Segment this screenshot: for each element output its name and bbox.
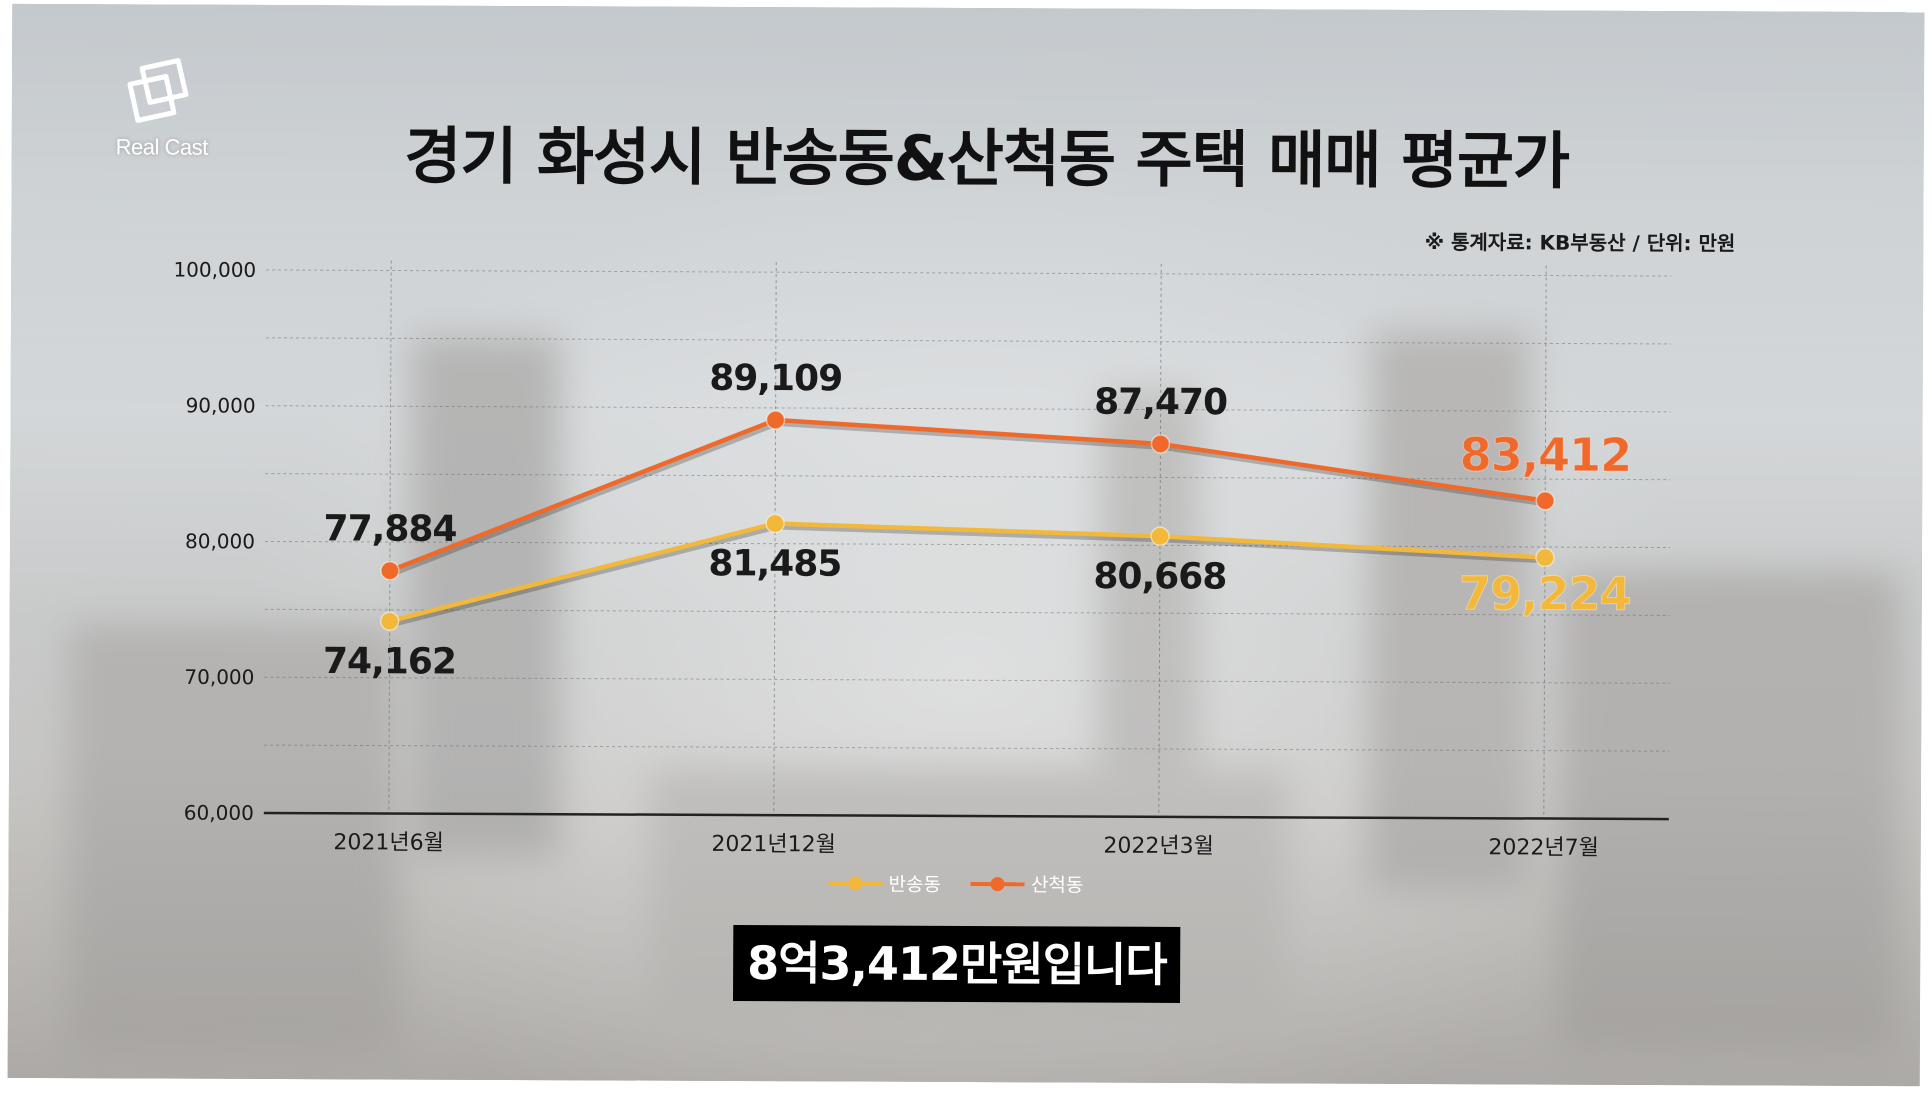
gridline-horizontal [265, 405, 1671, 413]
realcast-logo-icon [127, 58, 189, 123]
data-label: 80,668 [1093, 556, 1226, 598]
gridline-horizontal [264, 744, 1670, 752]
subtitle-caption: 8억3,412만원입니다 [733, 924, 1181, 1003]
legend-label-sancheok: 산척동 [1030, 874, 1084, 897]
y-tick-label: 60,000 [184, 801, 254, 825]
chart-series [379, 410, 1555, 631]
series-line-shadow [390, 523, 1548, 628]
chart-legend: 반송동 산척동 [828, 869, 1083, 897]
data-point [765, 513, 785, 534]
gridline-horizontal [265, 337, 1671, 345]
data-point [1535, 547, 1555, 568]
x-tick-label: 2022년7월 [1488, 835, 1599, 860]
data-point [1150, 526, 1170, 547]
line-chart: 60,000 70,000 80,000 90,000 100,000 2021년6월 20… [173, 258, 1672, 861]
gridline-horizontal [264, 676, 1670, 684]
gridline-vertical [388, 260, 392, 814]
data-label: 81,485 [708, 543, 841, 585]
x-tick-label: 2021년6월 [333, 830, 444, 855]
x-tick-label: 2021년12월 [711, 832, 836, 858]
data-label: 79,224 [1459, 566, 1631, 621]
chart-axes: 60,000 70,000 80,000 90,000 100,000 2021년6월 20… [173, 258, 1669, 861]
y-tick-label: 70,000 [184, 665, 254, 689]
data-point [379, 611, 400, 631]
chart-data-labels: 74,162 81,485 80,668 79,224 77,884 89,109 87,4… [323, 358, 1632, 683]
legend-label-bansong: 반송동 [888, 873, 942, 896]
gridline-horizontal [264, 608, 1670, 616]
legend-swatch-bansong [828, 875, 883, 891]
legend-swatch-sancheok [970, 876, 1025, 891]
gridline-horizontal [265, 473, 1671, 481]
data-label: 74,162 [323, 641, 456, 683]
x-axis-line [263, 811, 1669, 821]
data-point [765, 410, 786, 430]
data-label: 77,884 [324, 508, 457, 550]
y-tick-label: 100,000 [173, 258, 256, 282]
x-tick-label: 2022년3월 [1103, 834, 1214, 859]
series-line-shadow [390, 420, 1548, 577]
data-point [380, 560, 400, 581]
gridline-vertical [1543, 265, 1547, 819]
video-frame: Real Cast 경기 화성시 반송동&산척동 주택 매매 평균가 ※ 통계자… [7, 3, 1925, 1087]
realcast-logo: Real Cast [112, 54, 213, 174]
data-point [1535, 490, 1555, 511]
legend-item-sancheok: 산척동 [970, 870, 1084, 897]
gridline-horizontal [266, 269, 1672, 277]
series-line-sancheok [389, 417, 1546, 573]
series-line-bansong [389, 521, 1546, 624]
gridline-horizontal [265, 540, 1670, 549]
data-label: 89,109 [709, 358, 842, 400]
chart-grid [264, 260, 1672, 819]
data-label: 87,470 [1094, 382, 1227, 424]
y-tick-label: 90,000 [186, 393, 256, 417]
data-point [1150, 434, 1171, 454]
gridline-vertical [773, 262, 777, 816]
y-tick-label: 80,000 [185, 529, 255, 553]
legend-item-bansong: 반송동 [828, 869, 941, 896]
data-label: 83,412 [1460, 427, 1632, 482]
